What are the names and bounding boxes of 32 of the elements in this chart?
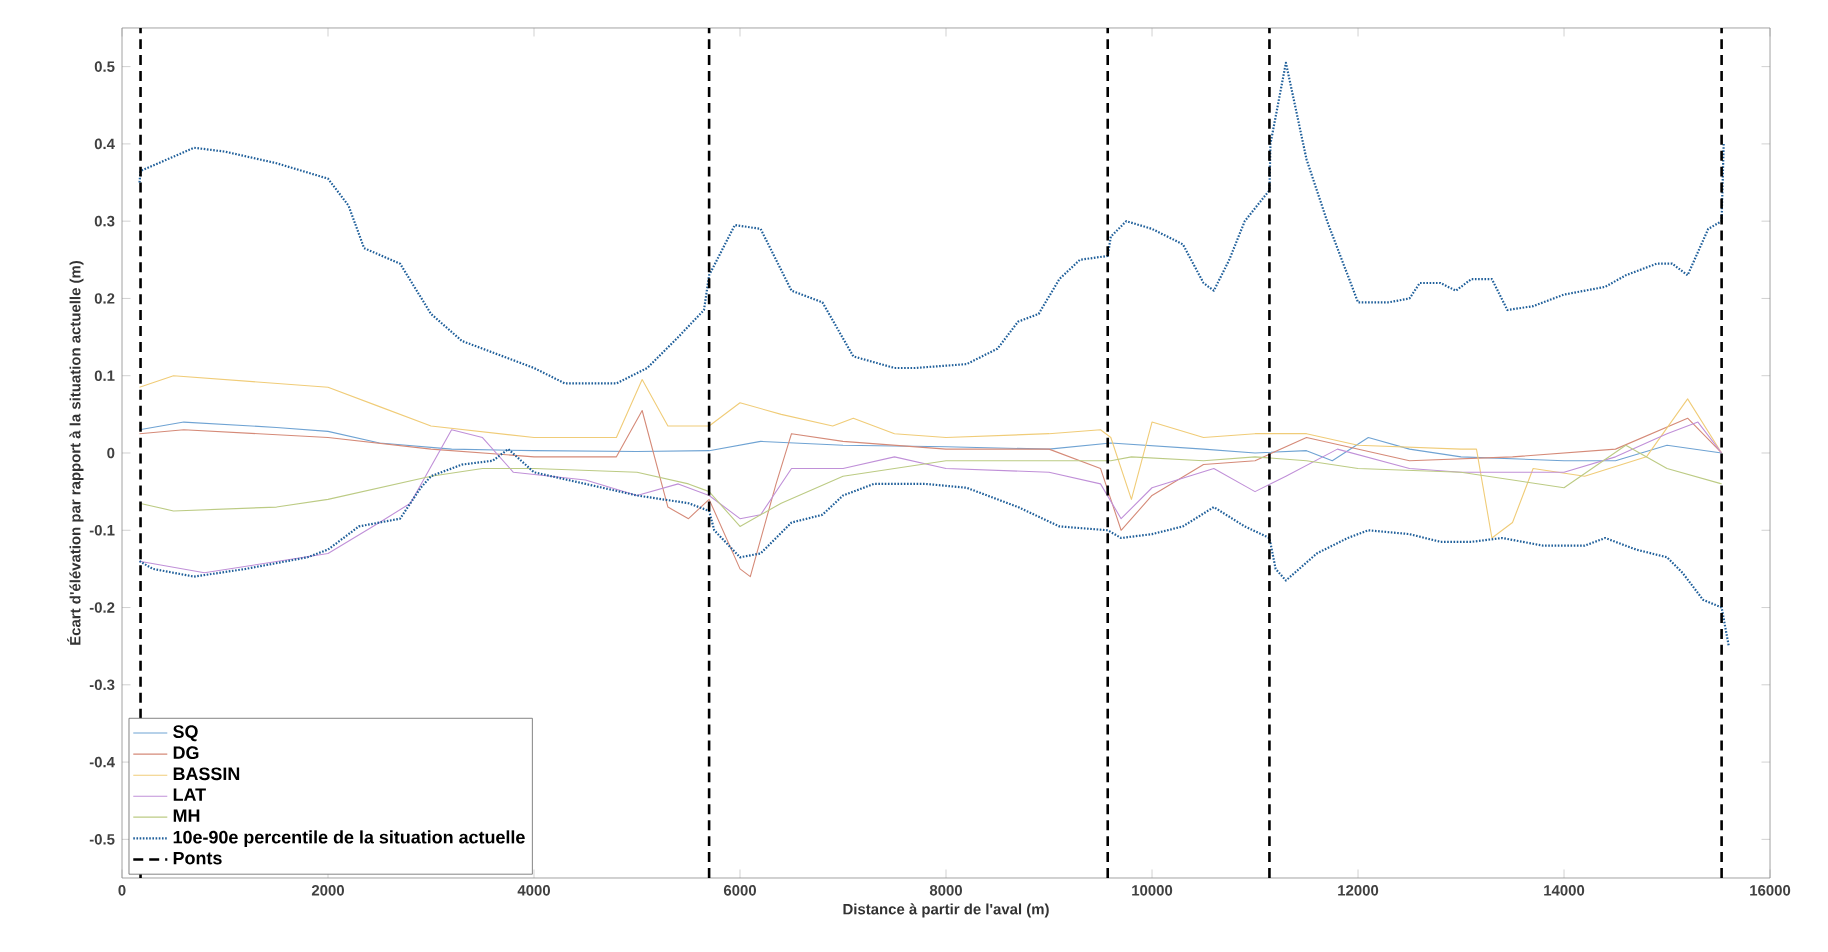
y-tick-label: 0.2 <box>94 293 115 304</box>
ref-line-label: Ponts <box>173 851 222 865</box>
y-tick-label: 0.5 <box>94 61 115 72</box>
legend-label: LAT <box>173 788 206 801</box>
y-tick-label: 0.1 <box>94 370 115 382</box>
y-tick-label: -0.1 <box>89 524 115 536</box>
y-tick-label: 0.4 <box>94 138 115 150</box>
y-tick-label: 0 <box>107 447 115 459</box>
legend-label: SQ <box>173 725 198 742</box>
x-tick-label: 14000 <box>1544 885 1585 896</box>
x-tick-label: 12000 <box>1338 885 1379 896</box>
y-tick-label: -0.4 <box>89 756 115 768</box>
line-series <box>138 61 1725 385</box>
legend-label: DG <box>173 746 199 760</box>
x-tick-label: 2000 <box>311 885 344 896</box>
y-tick-label: -0.2 <box>89 602 115 613</box>
y-tick-label: -0.5 <box>89 834 115 845</box>
x-tick-label: 4000 <box>517 885 550 896</box>
line-series <box>138 448 1730 648</box>
y-tick-label: -0.3 <box>89 679 115 691</box>
line-series <box>138 375 1723 539</box>
x-tick-label: 8000 <box>929 885 962 896</box>
x-tick-label: 10000 <box>1132 885 1173 896</box>
legend-label: 10e-90e percentile de la situation actuelle <box>173 830 525 848</box>
y-tick-label: 0.3 <box>94 215 115 227</box>
x-tick-label: 6000 <box>723 885 756 896</box>
legend-label: BASSIN <box>173 767 240 781</box>
x-tick-label: 16000 <box>1750 885 1791 896</box>
x-tick-label: 0 <box>118 885 126 896</box>
x-axis-title: Distance à partir de l'aval (m) <box>843 903 1049 918</box>
y-axis-title: Écart d'élévation par rapport à la situation actuelle (m) <box>67 260 84 645</box>
legend-label: MH <box>173 809 200 822</box>
